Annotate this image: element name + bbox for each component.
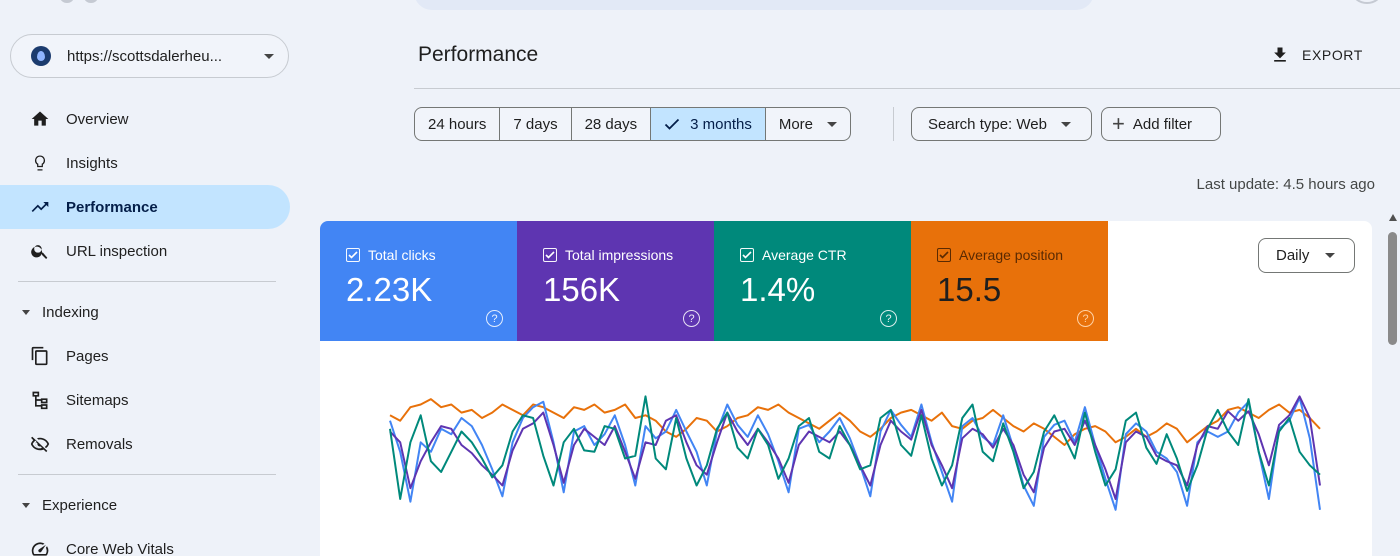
metric-value: 2.23K	[346, 271, 433, 308]
search-icon	[30, 241, 50, 261]
scrollbar-thumb[interactable]	[1388, 232, 1397, 345]
metric-value: 156K	[543, 271, 621, 308]
nav-divider	[18, 281, 276, 282]
sidebar-item-core-web-vitals[interactable]: Core Web Vitals	[0, 527, 290, 556]
visibility-off-icon	[30, 434, 50, 454]
download-icon	[1274, 47, 1286, 62]
date-chip-24-hours[interactable]: 24 hours	[415, 108, 501, 140]
sidebar-item-sitemaps[interactable]: Sitemaps	[0, 378, 290, 422]
section-label: Indexing	[42, 303, 99, 321]
sidebar-item-label: Performance	[66, 198, 158, 216]
date-chip-28-days[interactable]: 28 days	[572, 108, 652, 140]
search-type-label: Search type: Web	[928, 115, 1047, 133]
chevron-down-icon	[827, 121, 838, 127]
metric-label: Total impressions	[565, 247, 674, 263]
home-icon	[30, 109, 50, 129]
metric-total-clicks[interactable]: Total clicks 2.23K ?	[320, 221, 517, 341]
series-line-total-clicks	[389, 396, 1321, 511]
metric-average-ctr[interactable]: Average CTR 1.4% ?	[714, 221, 911, 341]
chip-label: More	[778, 115, 814, 133]
export-label: EXPORT	[1302, 47, 1363, 63]
metric-value: 1.4%	[740, 271, 816, 308]
date-chip-7-days[interactable]: 7 days	[500, 108, 572, 140]
sidebar-item-label: Insights	[66, 154, 118, 172]
export-button[interactable]: EXPORT	[1270, 40, 1363, 70]
chip-label: 7 days	[513, 115, 558, 133]
checkbox-checked-icon[interactable]	[937, 248, 951, 262]
search-console-logo	[60, 0, 190, 3]
chip-label: 3 months	[690, 115, 752, 133]
chip-label: 28 days	[584, 115, 638, 133]
sidebar-item-url-inspection[interactable]: URL inspection	[0, 229, 290, 273]
granularity-label: Daily	[1276, 247, 1310, 264]
collapse-triangle-icon	[22, 502, 30, 508]
date-chip-3-months[interactable]: 3 months	[651, 108, 766, 140]
sidebar-nav: Overview Insights Performance URL inspec…	[0, 97, 290, 556]
metric-average-position[interactable]: Average position 15.5 ?	[911, 221, 1108, 341]
add-filter-label: Add filter	[1132, 115, 1193, 133]
filter-divider	[893, 107, 894, 141]
plus-icon: +	[1112, 111, 1125, 136]
last-update-text: Last update: 4.5 hours ago	[1196, 176, 1375, 193]
series-line-average-position	[389, 398, 1321, 446]
sidebar-item-pages[interactable]: Pages	[0, 334, 290, 378]
page-scrollbar[interactable]	[1386, 214, 1400, 556]
scroll-up-arrow-icon[interactable]	[1389, 214, 1397, 221]
speed-icon	[30, 539, 50, 556]
search-type-dropdown[interactable]: Search type: Web	[911, 107, 1092, 141]
metric-total-impressions[interactable]: Total impressions 156K ?	[517, 221, 714, 341]
site-favicon-icon	[31, 46, 51, 66]
chip-label: 24 hours	[428, 115, 487, 133]
checkbox-checked-icon[interactable]	[740, 248, 754, 262]
metric-label: Total clicks	[368, 247, 436, 263]
header-divider	[414, 88, 1400, 89]
sidebar-item-label: Core Web Vitals	[66, 540, 174, 556]
sidebar-item-label: Pages	[66, 347, 109, 365]
metric-label: Average position	[959, 247, 1064, 263]
add-filter-button[interactable]: + Add filter	[1101, 107, 1221, 141]
property-url: https://scottsdalerheu...	[67, 47, 223, 65]
performance-chart-card: Total clicks 2.23K ? Total impressions 1…	[320, 221, 1372, 556]
sidebar-section-experience[interactable]: Experience	[0, 483, 290, 527]
checkbox-checked-icon[interactable]	[346, 248, 360, 262]
help-icon[interactable]: ?	[683, 310, 700, 327]
page-title: Performance	[418, 43, 539, 66]
help-icon[interactable]: ?	[1077, 310, 1094, 327]
top-search-bar[interactable]	[414, 0, 1094, 10]
chevron-down-icon	[1325, 253, 1336, 258]
date-range-selector: 24 hours 7 days 28 days 3 months More	[414, 107, 852, 141]
metric-label: Average CTR	[762, 247, 847, 263]
lightbulb-icon	[30, 153, 50, 173]
property-selector[interactable]: https://scottsdalerheu...	[10, 34, 289, 78]
sidebar-item-label: URL inspection	[66, 242, 168, 260]
sidebar-section-indexing[interactable]: Indexing	[0, 290, 290, 334]
collapse-triangle-icon	[22, 309, 30, 315]
date-chip-more[interactable]: More	[766, 108, 850, 140]
sidebar-item-performance[interactable]: Performance	[0, 185, 290, 229]
series-line-average-ctr	[389, 395, 1321, 500]
help-icon[interactable]: ?	[880, 310, 897, 327]
granularity-dropdown[interactable]: Daily	[1258, 238, 1355, 273]
sidebar-item-overview[interactable]: Overview	[0, 97, 290, 141]
checkbox-checked-icon[interactable]	[543, 248, 557, 262]
chevron-down-icon	[1060, 121, 1071, 127]
help-icon[interactable]: ?	[486, 310, 503, 327]
pages-icon	[30, 346, 50, 366]
sidebar-item-removals[interactable]: Removals	[0, 422, 290, 466]
nav-divider	[18, 474, 276, 475]
trending-up-icon	[30, 197, 50, 217]
sidebar-item-label: Overview	[66, 110, 129, 128]
sidebar-item-label: Sitemaps	[66, 391, 129, 409]
chevron-down-icon	[264, 53, 274, 59]
section-label: Experience	[42, 496, 118, 514]
performance-line-chart	[389, 395, 1321, 511]
metric-value: 15.5	[937, 271, 1002, 308]
sidebar-item-insights[interactable]: Insights	[0, 141, 290, 185]
avatar[interactable]	[1352, 0, 1382, 4]
check-icon	[664, 118, 680, 130]
sidebar-item-label: Removals	[66, 435, 133, 453]
sitemap-icon	[30, 390, 50, 410]
